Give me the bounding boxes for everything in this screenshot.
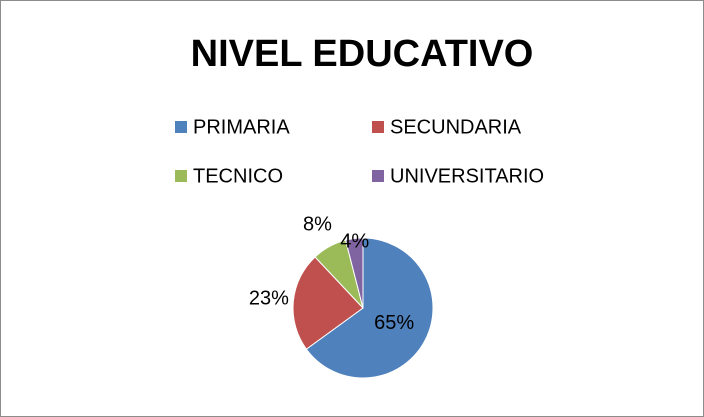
- data-label: 4%: [340, 230, 369, 252]
- pie-slice: [292, 256, 364, 350]
- legend-swatch: [372, 121, 384, 133]
- pie-slice: [305, 237, 434, 379]
- legend-label: SECUNDARIA: [390, 116, 522, 138]
- legend-label: PRIMARIA: [193, 116, 290, 138]
- legend-swatch: [175, 121, 187, 133]
- data-label: 65%: [374, 312, 414, 334]
- legend-label: UNIVERSITARIO: [390, 165, 544, 187]
- chart-title: NIVEL EDUCATIVO: [191, 33, 534, 75]
- pie-slice: [344, 237, 364, 309]
- legend-swatch: [372, 170, 384, 182]
- legend-label: TECNICO: [193, 165, 283, 187]
- legend-swatch: [175, 170, 187, 182]
- data-label: 23%: [249, 287, 289, 309]
- data-label: 8%: [303, 213, 332, 235]
